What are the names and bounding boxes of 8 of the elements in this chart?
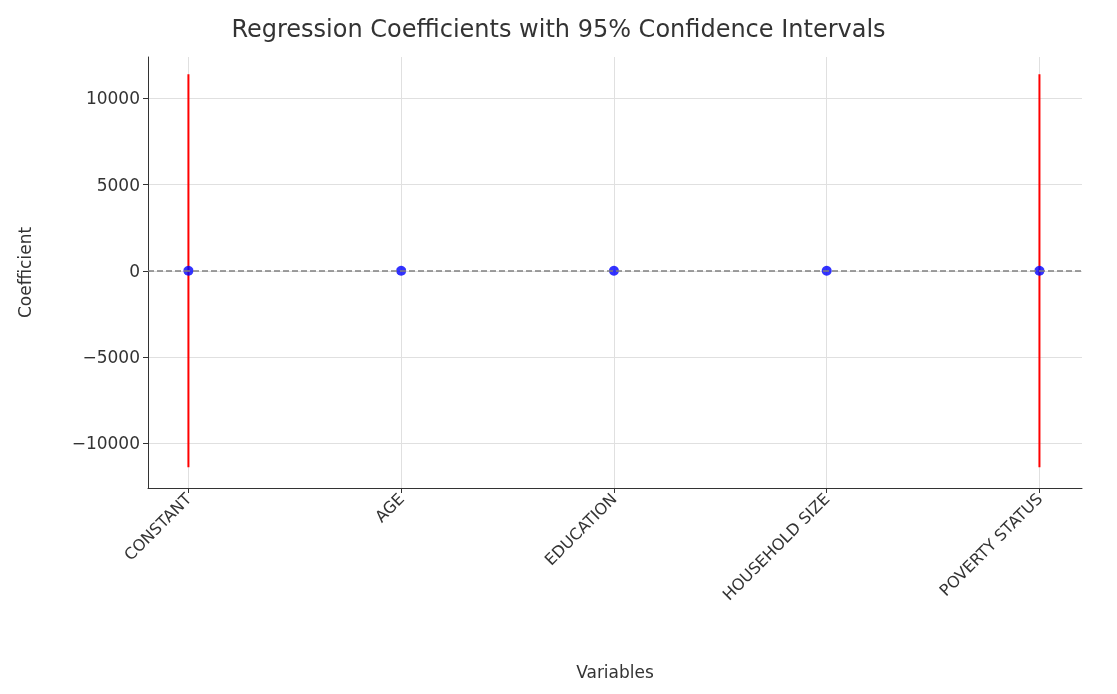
- y-tick-label: −10000: [71, 433, 140, 454]
- y-tick-label: 0: [129, 260, 140, 281]
- y-tick-label: 5000: [96, 174, 140, 195]
- chart-title: Regression Coefficients with 95% Confidence Intervals: [231, 15, 886, 43]
- y-axis-title: Coefficient: [14, 226, 35, 319]
- y-tick-label: 10000: [85, 88, 140, 109]
- x-axis-title: Variables: [576, 661, 654, 682]
- y-tick-label: −5000: [82, 346, 140, 367]
